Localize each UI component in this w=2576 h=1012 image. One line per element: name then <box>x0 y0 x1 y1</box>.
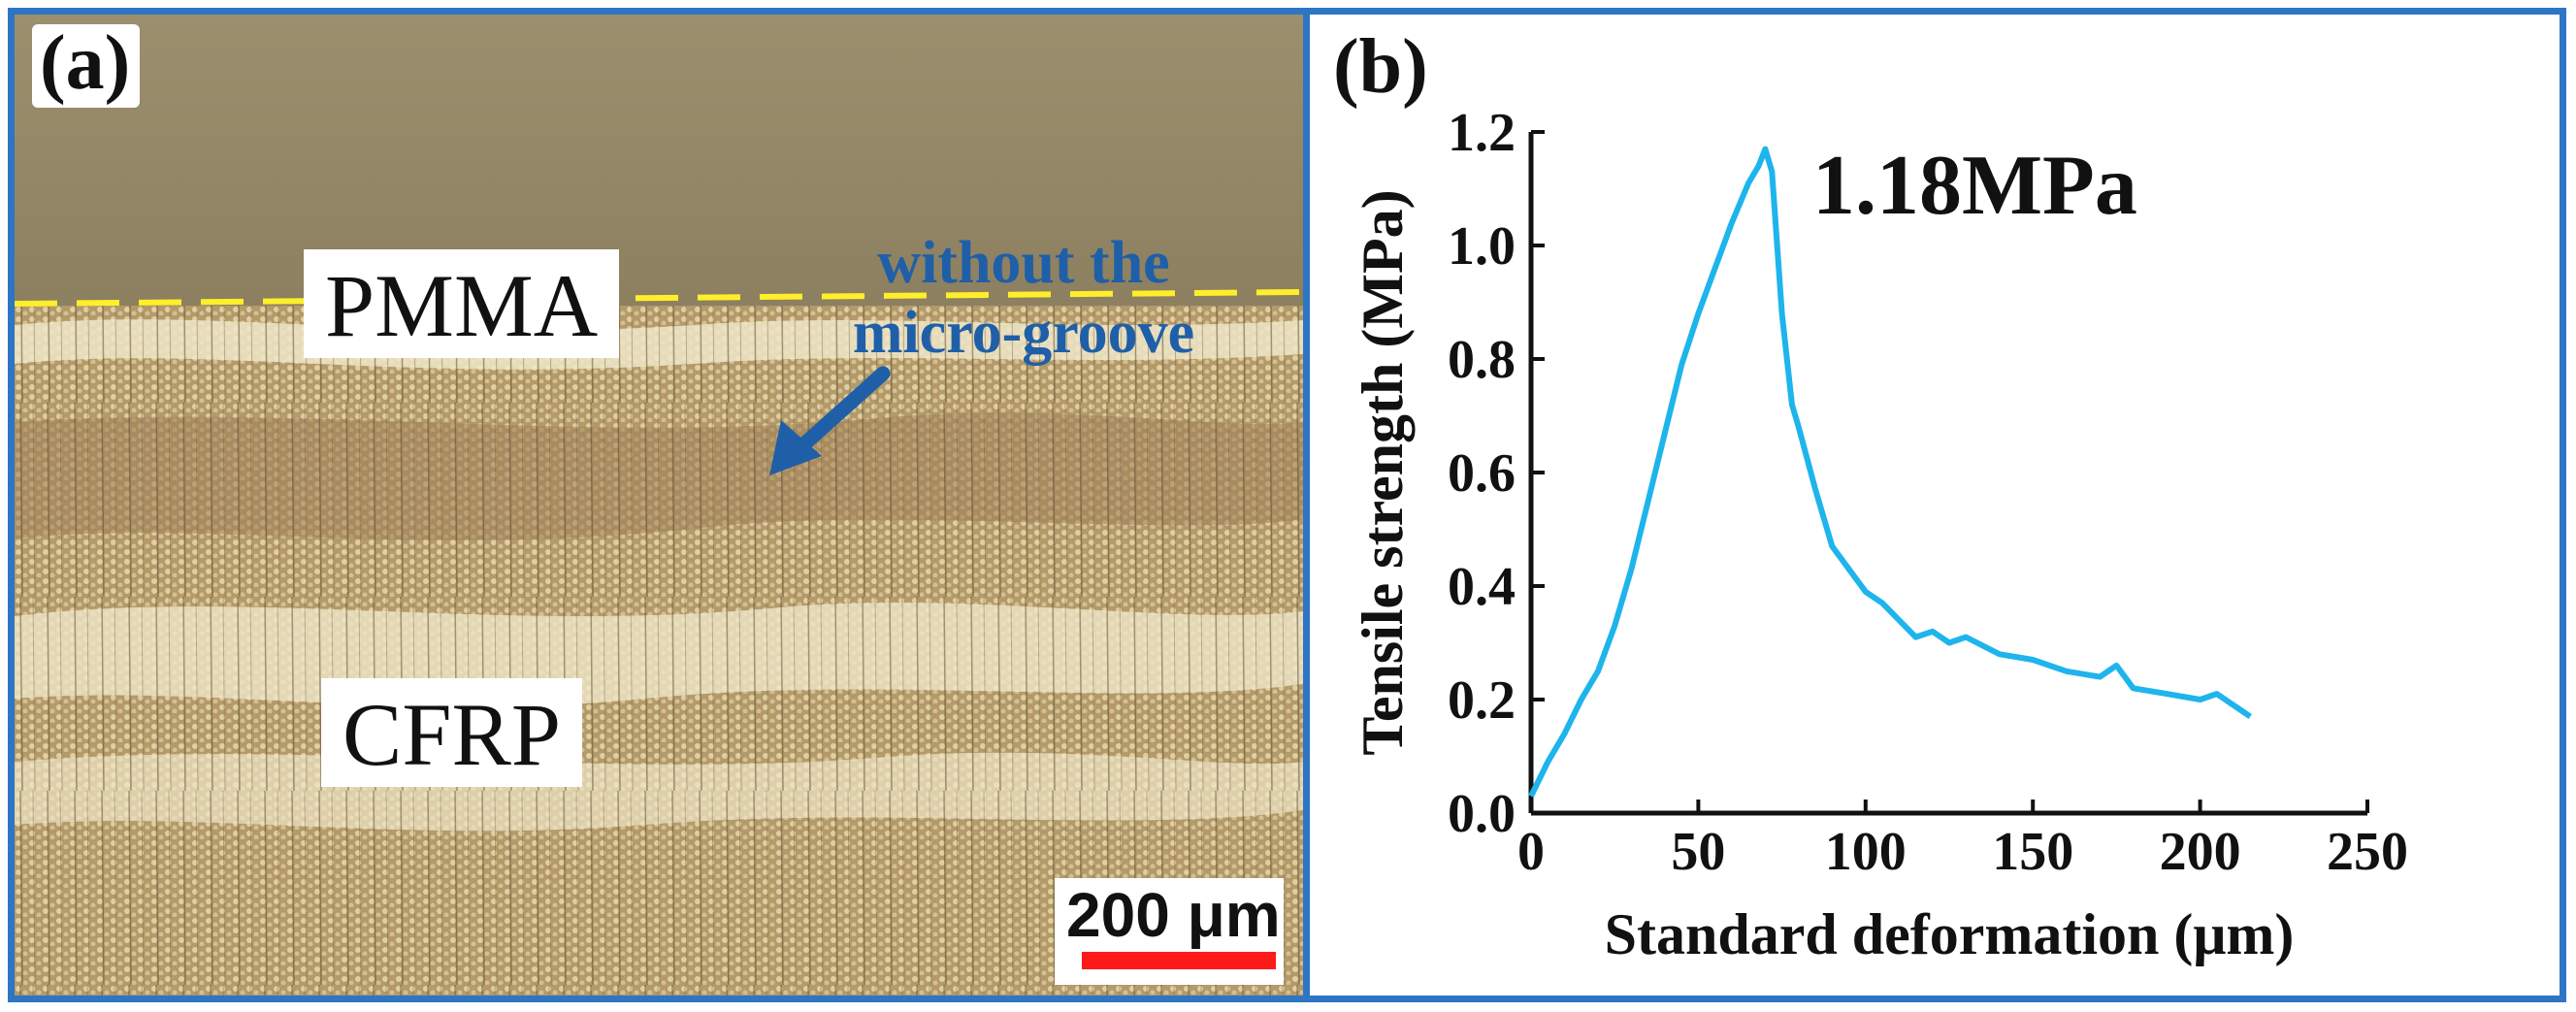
y-tick-label-3: 0.6 <box>1448 443 1516 504</box>
x-tick-label-1: 50 <box>1671 822 1725 882</box>
cfrp-label: CFRP <box>321 678 583 787</box>
y-axis-label: Tensile strength (MPa) <box>1351 189 1415 755</box>
y-tick-label-2: 0.4 <box>1448 557 1516 617</box>
series-line <box>1528 146 2252 798</box>
x-tick-label-3: 150 <box>1992 822 2073 882</box>
x-tick-label-0: 0 <box>1517 822 1545 882</box>
panel-divider <box>1303 8 1310 1002</box>
panel-b-letter: (b) <box>1333 24 1428 110</box>
tensile-chart: 0 50 100 150 200 250 0.0 0.2 0.4 0.6 0.8 1.0 1.2 1.… <box>1351 103 2408 966</box>
panel-a-letter: (a) <box>32 24 141 108</box>
y-tick-label-4: 0.8 <box>1448 330 1516 390</box>
x-tick-label-5: 250 <box>2327 822 2408 882</box>
micrograph-image <box>15 15 1303 996</box>
y-tick-label-6: 1.2 <box>1448 103 1516 163</box>
interface-line <box>15 289 1303 307</box>
annotation-line-2: micro-groove <box>852 300 1195 366</box>
y-tick-label-1: 0.2 <box>1448 670 1516 731</box>
pmma-label: PMMA <box>304 249 620 358</box>
panel-b: 0 50 100 150 200 250 0.0 0.2 0.4 0.6 0.8 1.0 1.2 1.… <box>1310 15 2560 996</box>
panel-a: (a) PMMA CFRP without the micro-groove 2… <box>15 15 1303 996</box>
y-tick-label-5: 1.0 <box>1448 216 1516 277</box>
scale-bar <box>1082 952 1276 969</box>
annotation-line-1: without the <box>877 230 1170 296</box>
pmma-region <box>15 15 1303 306</box>
x-axis-label: Standard deformation (μm) <box>1605 902 2295 966</box>
x-tick-label-4: 200 <box>2160 822 2241 882</box>
peak-annotation: 1.18MPa <box>1812 139 2137 233</box>
y-tick-label-0: 0.0 <box>1448 784 1516 844</box>
scale-label: 200 μm <box>1066 880 1281 950</box>
figure-frame <box>8 8 2566 1002</box>
arrow-icon <box>769 366 891 475</box>
x-tick-label-2: 100 <box>1825 822 1907 882</box>
